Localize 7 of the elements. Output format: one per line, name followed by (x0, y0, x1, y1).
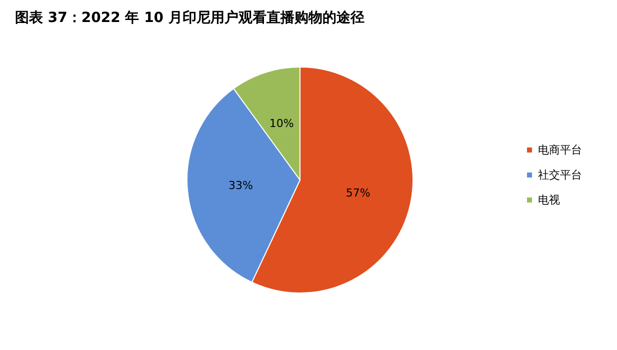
legend-label: 电商平台 (538, 144, 582, 156)
legend-label: 电视 (538, 194, 560, 206)
data-label: 33% (228, 179, 253, 192)
legend-label: 社交平台 (538, 168, 582, 182)
data-label: 57% (346, 186, 370, 200)
chart-title: 图表 37：2022 年 10 月印尼用户观看直播购物的途径 (15, 9, 364, 26)
data-label: 10% (269, 116, 294, 130)
